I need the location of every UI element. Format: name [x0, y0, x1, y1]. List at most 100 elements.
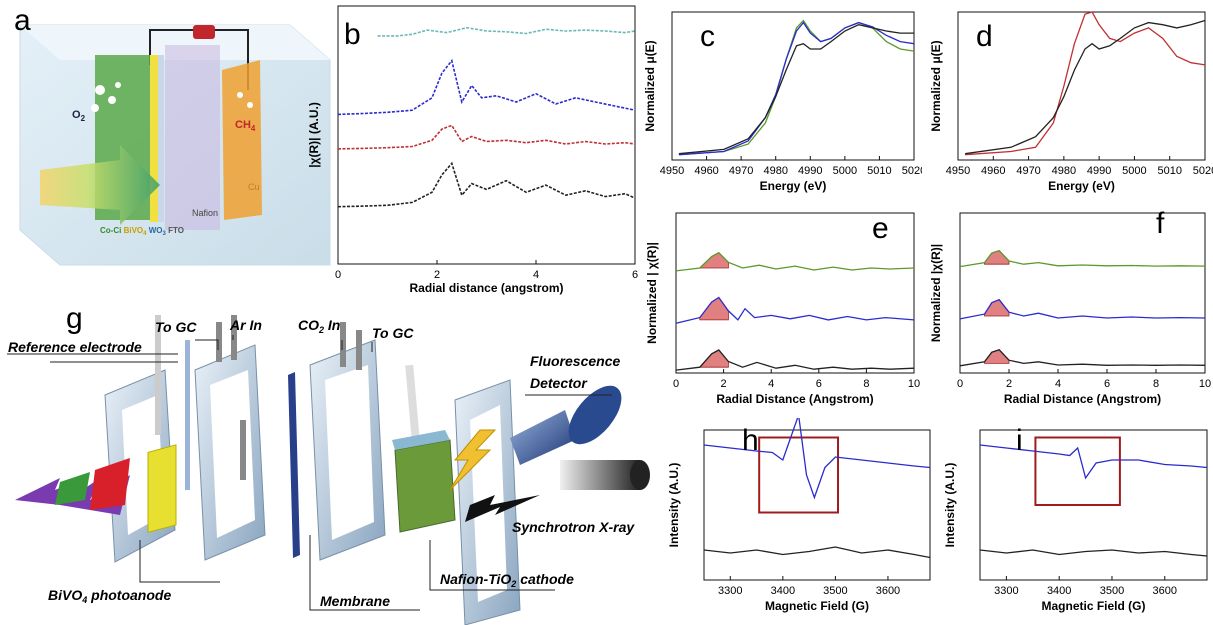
x-tick-label: 6: [632, 269, 638, 281]
x-axis-label: Radial Distance (Angstrom): [716, 392, 873, 406]
y-axis-label: Normalized | χ(R)|: [645, 242, 659, 344]
series-line-blue: [959, 298, 1206, 320]
x-tick-label: 5000: [833, 165, 857, 177]
series-line-black: [959, 349, 1206, 367]
x-tick-label: 3300: [994, 585, 1018, 597]
series-line-black: [703, 546, 931, 559]
series-line-blue: [675, 296, 915, 324]
series-line-black: [337, 161, 636, 208]
panel-label-h: h: [742, 424, 759, 457]
reference-electrode-label: Reference electrode: [8, 339, 142, 355]
plot-frame: [337, 5, 636, 265]
x-tick-label: 3600: [876, 585, 900, 597]
membrane-label: Membrane: [320, 593, 390, 609]
x-tick-label: 2: [1006, 378, 1012, 390]
panel-label-c: c: [700, 20, 715, 53]
series-line-red: [965, 11, 1206, 156]
nafion-tio2-cathode-plate: [394, 439, 456, 533]
layer-labels: Co-Ci BiVO4 WO3 FTO: [100, 226, 184, 237]
y-axis-label: Normalized μ(E): [929, 40, 943, 131]
chart-d-xanes: 4950 4960 4970 4980 4990 5000 5010 5020 Energy (…: [929, 11, 1213, 193]
x-tick-label: 0: [335, 269, 341, 281]
x-axis-label: Magnetic Field (G): [765, 599, 869, 613]
co2-in-label: CO2 In: [298, 317, 340, 335]
plot-frame: [675, 212, 915, 374]
x-tick-label: 4: [533, 269, 539, 281]
ar-in-label: Ar In: [229, 317, 262, 333]
x-tick-label: 4950: [946, 165, 970, 177]
panel-g-cell-exploded-diagram: To GC Ar In CO2 In To GC Reference elect…: [7, 315, 650, 625]
highlight-box: [1034, 436, 1121, 506]
panel-label-d: d: [976, 20, 993, 53]
series-line-green: [959, 249, 1206, 268]
y-axis-label: Normalized |χ(R)|: [929, 244, 943, 342]
series-line-blue: [979, 444, 1208, 480]
x-tick-label: 3300: [718, 585, 742, 597]
ch4-label: CH4: [235, 119, 256, 133]
plot-frame: [959, 212, 1206, 374]
detector-label: Detector: [530, 375, 588, 391]
x-tick-label: 3400: [1047, 585, 1071, 597]
bivo4-photoanode-label: BiVO4 photoanode: [48, 587, 171, 605]
cathode-chamber-frame-2: [309, 339, 386, 561]
x-tick-label: 3400: [771, 585, 795, 597]
x-tick-label: 5010: [1157, 165, 1181, 177]
series-line-black: [979, 549, 1208, 557]
x-axis-label: Radial distance (angstrom): [409, 281, 563, 295]
x-tick-label: 5020: [902, 165, 922, 177]
synchrotron-xray-label: Synchrotron X-ray: [512, 519, 635, 535]
series-line-green: [678, 19, 915, 156]
cathode-chamber-frame-1: [194, 344, 266, 561]
x-axis-label: Energy (eV): [1048, 179, 1115, 193]
x-tick-label: 8: [863, 378, 869, 390]
y-axis-label: Normalized μ(E): [643, 40, 657, 131]
x-tick-label: 3500: [1100, 585, 1124, 597]
o2-label: O2: [72, 109, 86, 123]
series-line-black: [678, 24, 914, 155]
x-tick-label: 4990: [798, 165, 822, 177]
panel-label-i: i: [1016, 424, 1023, 457]
x-tick-label: 6: [1104, 378, 1110, 390]
x-tick-label: 3500: [823, 585, 847, 597]
x-tick-label: 5020: [1193, 165, 1213, 177]
x-tick-label: 4990: [1087, 165, 1111, 177]
y-axis-label: |χ(R)| (A.U.): [307, 102, 321, 168]
x-tick-label: 4: [768, 378, 774, 390]
x-tick-label: 4970: [729, 165, 753, 177]
x-tick-label: 2: [721, 378, 727, 390]
chart-h-epr: 3300 3400 3500 3600 Magnetic Field (G) Intens…: [667, 418, 931, 613]
chart-f-radial: 0 2 4 6 8 10 Radial Distance (Angstrom) Normali…: [929, 212, 1211, 406]
x-tick-label: 0: [673, 378, 679, 390]
x-tick-label: 0: [957, 378, 963, 390]
x-tick-label: 5000: [1122, 165, 1146, 177]
x-tick-label: 10: [1199, 378, 1211, 390]
fluorescence-label: Fluorescence: [530, 353, 620, 369]
x-axis-label: Energy (eV): [760, 179, 827, 193]
x-tick-label: 4970: [1016, 165, 1040, 177]
panel-label-g: g: [66, 302, 83, 335]
cu-label: Cu: [248, 182, 260, 192]
plot-frame: [703, 429, 931, 581]
panel-label-a: a: [14, 4, 31, 37]
x-tick-label: 4980: [1052, 165, 1076, 177]
series-line-red: [337, 124, 636, 150]
x-tick-label: 4980: [763, 165, 787, 177]
fluorescence-lightning-icon: [449, 429, 497, 491]
xray-lightning-icon: [465, 495, 540, 522]
x-tick-label: 4960: [981, 165, 1005, 177]
series-line-blue: [337, 58, 636, 116]
panel-label-b: b: [344, 18, 361, 51]
highlight-box: [758, 436, 840, 514]
bivo4-photoanode-plate: [147, 444, 177, 533]
chart-e-radial: 0 2 4 6 8 10 Radial Distance (Angstrom) Normali…: [645, 212, 920, 406]
to-gc-label-1: To GC: [155, 319, 197, 335]
chart-b-exafs: 0 2 4 6 Radial distance (angstrom) |χ(R)| (A.…: [307, 5, 638, 295]
x-tick-label: 4950: [660, 165, 684, 177]
y-axis-label: Intensity (A.U.): [943, 463, 957, 548]
panel-label-f: f: [1156, 207, 1165, 240]
x-axis-label: Radial Distance (Angstrom): [1004, 392, 1161, 406]
x-tick-label: 5010: [867, 165, 891, 177]
x-tick-label: 6: [816, 378, 822, 390]
x-tick-label: 10: [908, 378, 920, 390]
series-line-black: [965, 19, 1206, 155]
